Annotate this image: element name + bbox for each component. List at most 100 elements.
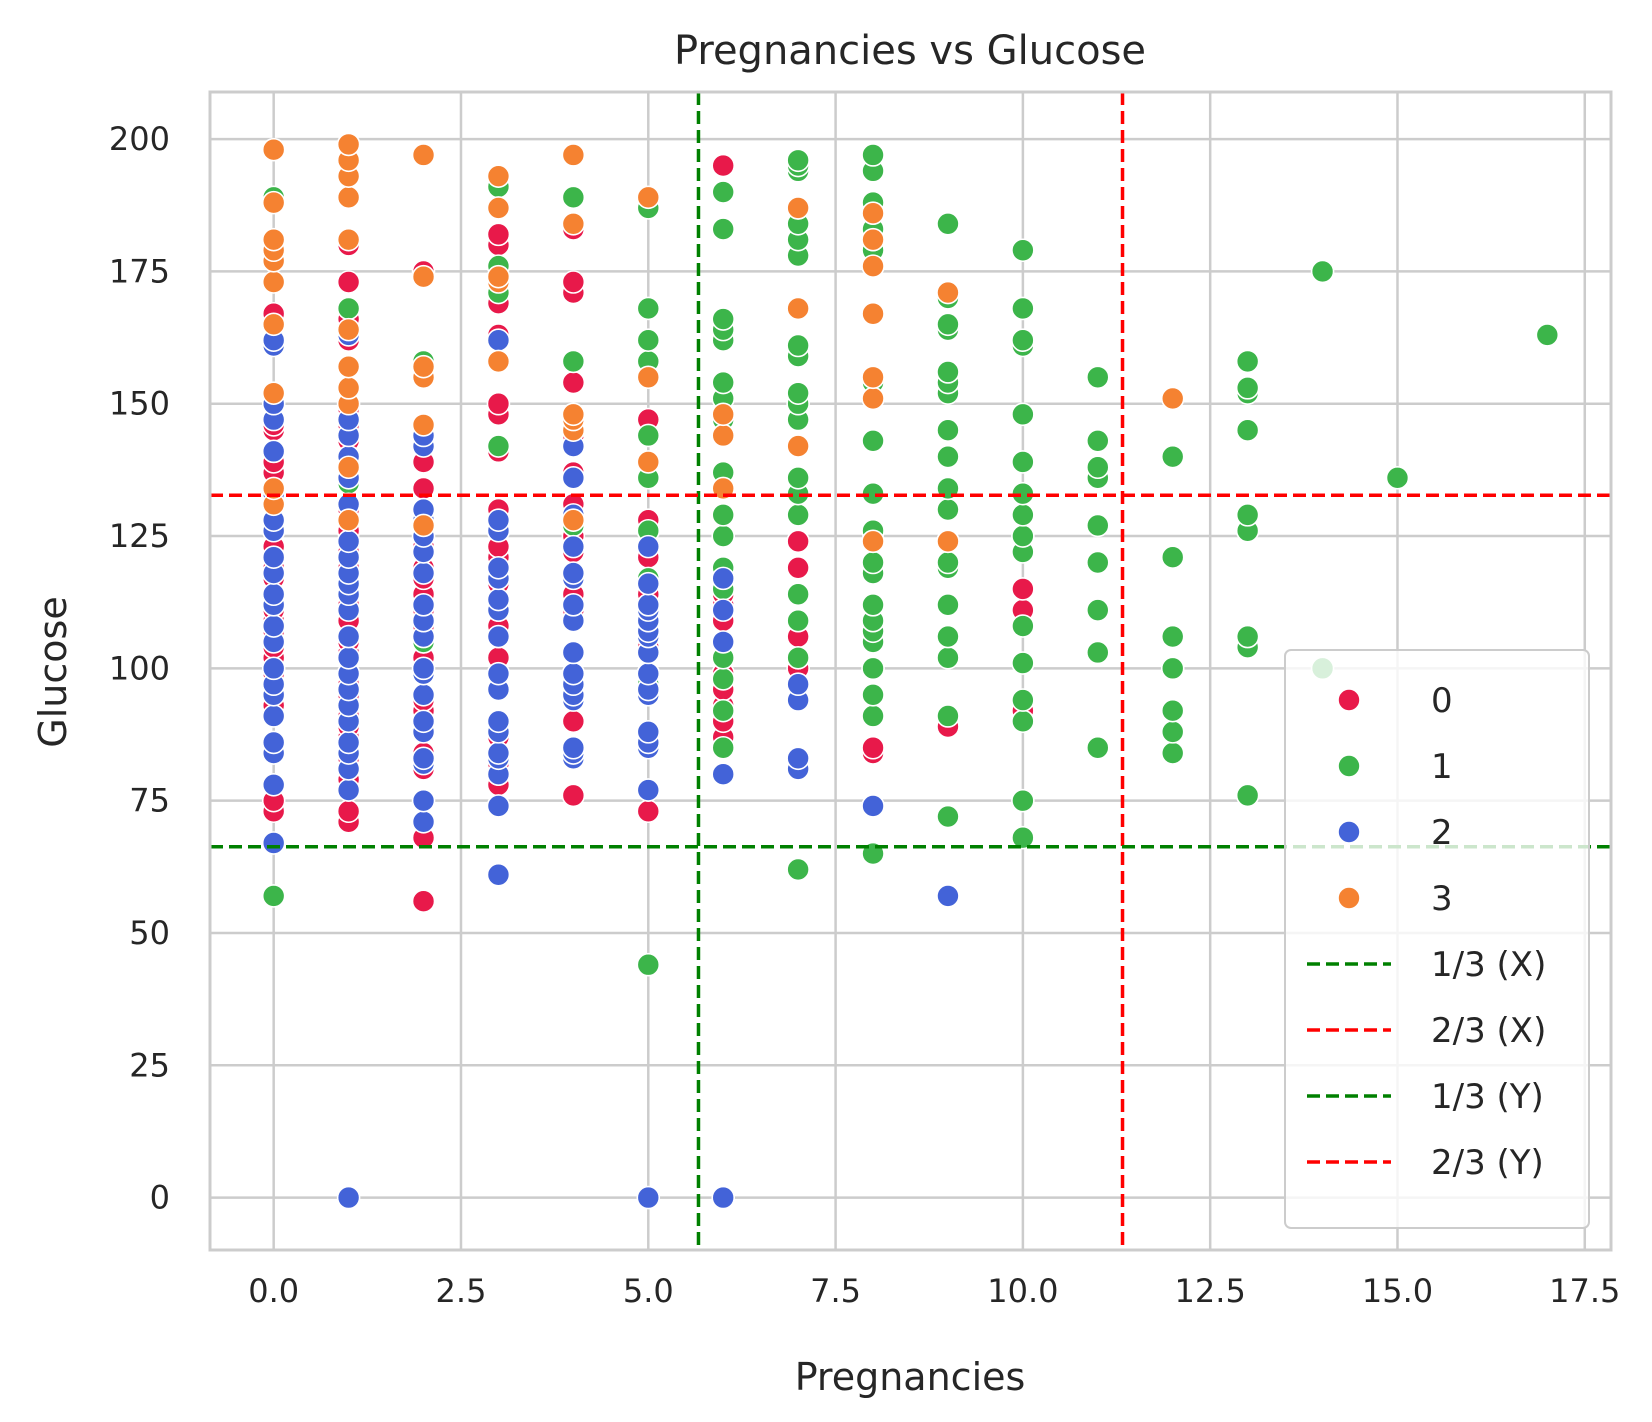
data-point xyxy=(1011,577,1035,601)
data-point xyxy=(336,270,361,294)
data-point xyxy=(486,164,511,188)
x-tick-label: 15.0 xyxy=(1362,1272,1433,1310)
data-point xyxy=(261,381,286,405)
data-point xyxy=(1160,444,1185,469)
y-tick-label: 200 xyxy=(109,120,170,158)
data-point xyxy=(336,730,361,755)
data-point xyxy=(861,428,885,453)
data-point xyxy=(486,555,511,580)
data-point xyxy=(261,884,286,908)
data-point xyxy=(936,624,960,649)
legend-label: 1/3 (Y) xyxy=(1431,1077,1544,1117)
data-point xyxy=(336,455,361,480)
data-point xyxy=(711,667,736,691)
data-point xyxy=(1085,550,1110,575)
data-point xyxy=(561,270,586,294)
data-point xyxy=(936,704,960,728)
data-point xyxy=(486,222,511,247)
data-point xyxy=(486,709,511,734)
data-point xyxy=(786,672,810,697)
chart-title: Pregnancies vs Glucose xyxy=(674,28,1146,74)
data-point xyxy=(261,227,286,252)
data-point xyxy=(861,143,885,167)
y-tick-label: 150 xyxy=(109,385,170,423)
data-point xyxy=(936,804,960,829)
data-point xyxy=(336,296,361,321)
data-point xyxy=(861,550,885,575)
data-point xyxy=(1160,741,1185,765)
data-point xyxy=(261,704,286,728)
data-point xyxy=(261,831,286,855)
legend-label: 1/3 (X) xyxy=(1431,945,1546,985)
data-point xyxy=(786,555,810,580)
data-point xyxy=(786,148,810,173)
legend-label: 2/3 (Y) xyxy=(1431,1143,1544,1183)
data-point xyxy=(861,301,885,326)
data-point xyxy=(1160,656,1185,681)
y-tick-label: 175 xyxy=(109,252,170,290)
data-point xyxy=(486,264,511,289)
series-3 xyxy=(261,132,1185,554)
data-point xyxy=(411,264,436,289)
data-point xyxy=(336,529,361,554)
data-point xyxy=(561,143,586,167)
data-point xyxy=(486,794,511,818)
data-point xyxy=(561,402,586,427)
data-point xyxy=(561,783,586,808)
data-point xyxy=(561,466,586,490)
legend-box xyxy=(1284,649,1590,1229)
data-point xyxy=(936,550,960,575)
y-tick-label: 50 xyxy=(129,914,170,952)
data-point xyxy=(1085,640,1110,665)
legend-label: 0 xyxy=(1431,681,1453,721)
data-point xyxy=(786,503,810,527)
data-point xyxy=(411,683,436,707)
data-point xyxy=(261,137,286,162)
data-point xyxy=(411,413,436,437)
data-point xyxy=(411,709,436,734)
x-tick-label: 10.0 xyxy=(987,1272,1058,1310)
data-point xyxy=(1085,513,1110,538)
data-point xyxy=(936,884,960,908)
data-point xyxy=(786,333,810,358)
data-point xyxy=(636,593,661,617)
data-point xyxy=(636,328,661,353)
data-point xyxy=(936,312,960,337)
data-point xyxy=(1160,624,1185,649)
data-point xyxy=(1235,418,1260,442)
data-point xyxy=(636,423,661,448)
data-point xyxy=(486,741,511,765)
data-point xyxy=(1011,503,1035,527)
data-point xyxy=(411,889,436,914)
data-point xyxy=(861,386,885,411)
data-point xyxy=(786,529,810,554)
x-tick-label: 0.0 xyxy=(248,1272,299,1310)
data-point xyxy=(786,296,810,321)
data-point xyxy=(261,312,286,337)
data-point xyxy=(561,661,586,686)
data-point xyxy=(1085,428,1110,453)
data-point xyxy=(261,614,286,638)
data-point xyxy=(1160,720,1185,744)
data-point xyxy=(336,508,361,532)
data-point xyxy=(711,566,736,591)
data-point xyxy=(336,185,361,210)
data-point xyxy=(1385,466,1410,490)
data-point xyxy=(1310,259,1335,284)
data-point xyxy=(861,201,885,225)
data-point xyxy=(636,952,661,977)
data-point xyxy=(786,857,810,882)
data-point xyxy=(936,211,960,236)
data-point xyxy=(1011,402,1035,427)
data-point xyxy=(1085,598,1110,622)
data-point xyxy=(711,153,736,178)
x-axis-label: Pregnancies xyxy=(795,1355,1026,1399)
data-point xyxy=(336,1185,361,1210)
data-point xyxy=(1235,503,1260,527)
data-point xyxy=(1235,349,1260,374)
data-point xyxy=(261,582,286,607)
x-tick-labels: 0.0 2.5 5.0 7.5 10.0 12.5 15.0 17.5 xyxy=(248,1272,1620,1310)
data-point xyxy=(1235,783,1260,808)
data-point xyxy=(636,778,661,802)
